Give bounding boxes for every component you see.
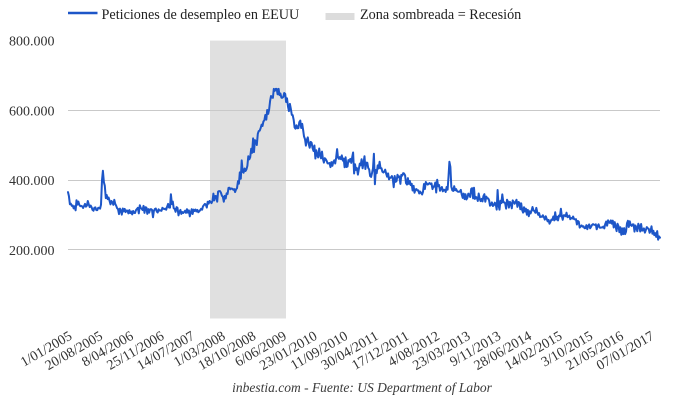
svg-text:inbestia.com - Fuente: US Depa: inbestia.com - Fuente: US Department of … bbox=[232, 380, 493, 395]
svg-text:800.000: 800.000 bbox=[9, 35, 55, 50]
svg-text:600.000: 600.000 bbox=[9, 104, 55, 119]
svg-text:200.000: 200.000 bbox=[9, 244, 55, 259]
svg-text:400.000: 400.000 bbox=[9, 174, 55, 189]
svg-text:Peticiones de desempleo en EEU: Peticiones de desempleo en EEUU bbox=[102, 7, 300, 23]
svg-text:Zona sombreada = Recesión: Zona sombreada = Recesión bbox=[360, 7, 521, 23]
